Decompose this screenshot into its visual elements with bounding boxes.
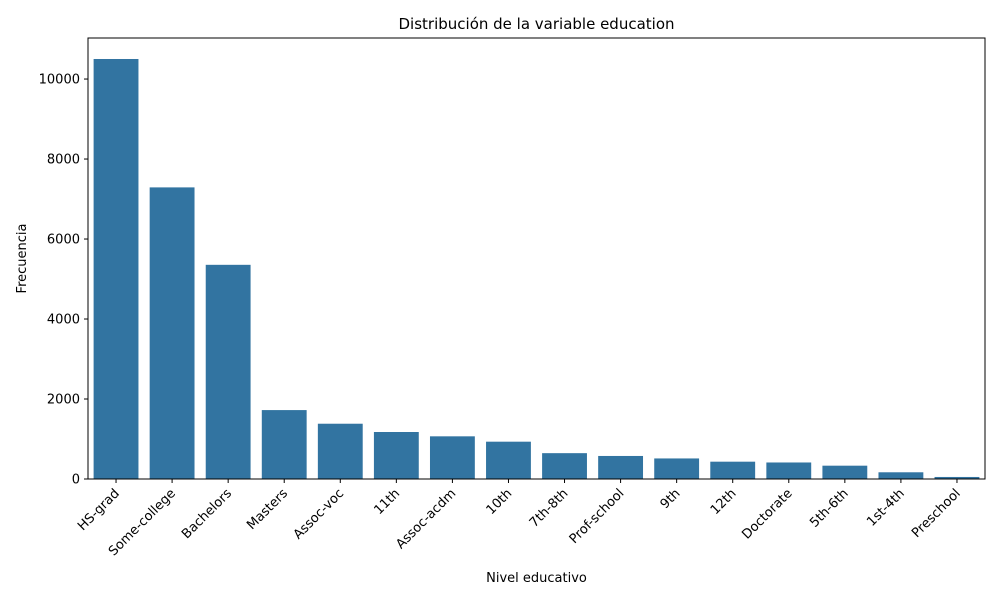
- x-tick-label: 5th-6th: [807, 486, 851, 530]
- bar-preschool: [934, 476, 980, 479]
- bar-assoc-voc: [317, 423, 363, 479]
- x-tick-label: 12th: [708, 486, 740, 518]
- x-tick-label: Doctorate: [739, 486, 795, 542]
- plot-frame: [87, 37, 986, 480]
- bar-masters: [261, 410, 307, 479]
- plot-area: [93, 58, 980, 479]
- x-tick-label: HS-grad: [75, 486, 123, 534]
- bar-10th: [486, 441, 531, 479]
- bar-hs-grad: [93, 58, 139, 479]
- bar-assoc-acdm: [429, 436, 475, 479]
- x-tick-label: Prof-school: [567, 486, 628, 547]
- bar-11th: [373, 432, 419, 479]
- x-tick-label: Assoc-acdm: [393, 486, 459, 552]
- bar-5th-6th: [822, 465, 868, 479]
- y-tick-label: 6000: [47, 233, 80, 248]
- y-axis: 0 2000 4000 6000 8000 10000: [39, 73, 88, 488]
- x-tick-label: Preschool: [909, 486, 964, 541]
- y-tick-label: 2000: [47, 393, 80, 408]
- bar-7th-8th: [542, 453, 587, 479]
- x-tick-label: 9th: [658, 486, 684, 512]
- bar-9th: [654, 458, 700, 479]
- x-tick-label: 1st-4th: [864, 486, 907, 529]
- x-tick-label: Assoc-voc: [291, 486, 347, 542]
- bar-12th: [710, 461, 756, 479]
- x-tick-label: Bachelors: [179, 486, 235, 542]
- x-axis-label: Nivel educativo: [486, 571, 587, 586]
- y-axis-label: Frecuencia: [15, 224, 30, 294]
- x-tick-label: Masters: [244, 486, 291, 533]
- y-tick-label: 4000: [47, 313, 80, 328]
- x-tick-label: 11th: [371, 486, 403, 518]
- y-tick-label: 0: [72, 473, 80, 488]
- y-tick-label: 8000: [47, 153, 80, 168]
- x-tick-label: 10th: [484, 486, 516, 518]
- bar-some-college: [149, 187, 195, 479]
- y-tick-label: 10000: [39, 73, 80, 88]
- bar-doctorate: [766, 462, 812, 479]
- bar-1st-4th: [878, 472, 924, 479]
- chart-title: Distribución de la variable education: [399, 15, 675, 33]
- x-tick-label: 7th-8th: [527, 486, 571, 530]
- bar-prof-school: [598, 455, 644, 479]
- bar-bachelors: [205, 264, 251, 479]
